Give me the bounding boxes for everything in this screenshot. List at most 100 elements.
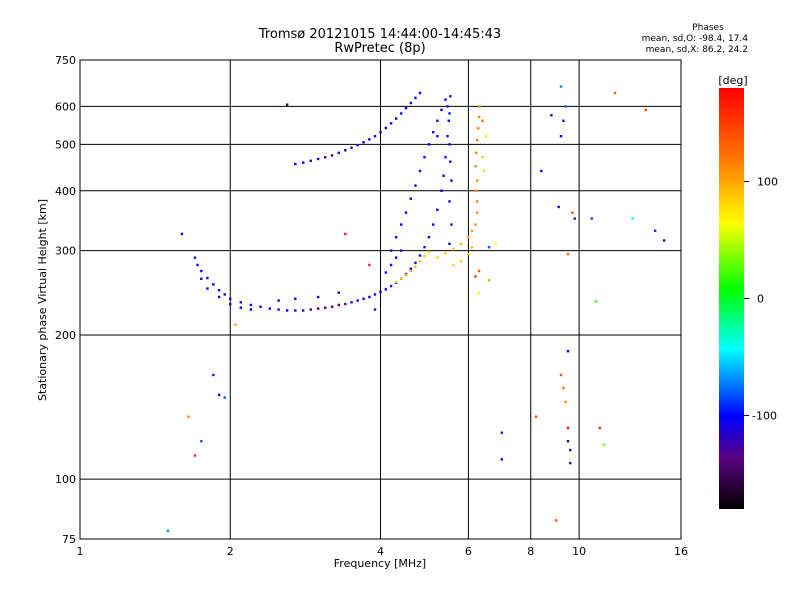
data-point-o bbox=[294, 297, 297, 300]
data-point-o bbox=[249, 303, 253, 307]
data-point-o bbox=[446, 105, 449, 108]
y-tick-label: 400 bbox=[55, 185, 76, 198]
data-point-x bbox=[427, 250, 431, 254]
data-point-x bbox=[470, 245, 474, 249]
data-point-o bbox=[206, 276, 209, 280]
data-point-x bbox=[452, 263, 455, 267]
data-point-x bbox=[166, 529, 170, 533]
data-point-x bbox=[414, 265, 417, 268]
data-point-o bbox=[217, 295, 221, 299]
data-point-o bbox=[337, 303, 341, 307]
data-point-o bbox=[448, 112, 451, 115]
data-point-x bbox=[631, 217, 634, 220]
data-point-x bbox=[476, 211, 479, 214]
data-point-o bbox=[212, 283, 215, 286]
data-point-o bbox=[448, 242, 451, 245]
data-point-o bbox=[394, 235, 398, 239]
data-point-x bbox=[193, 454, 197, 457]
data-point-x bbox=[474, 223, 477, 226]
data-point-o bbox=[440, 108, 443, 112]
data-point-x bbox=[487, 245, 491, 249]
data-point-x bbox=[474, 151, 478, 155]
data-point-x bbox=[602, 443, 605, 446]
colorbar bbox=[719, 88, 744, 509]
data-point-x bbox=[423, 255, 426, 258]
data-point-o bbox=[350, 301, 353, 304]
data-point-o bbox=[229, 297, 232, 300]
data-point-o bbox=[449, 160, 452, 163]
data-point-x bbox=[404, 273, 408, 277]
data-point-x bbox=[482, 169, 486, 173]
data-point-o bbox=[448, 143, 451, 146]
data-point-o bbox=[356, 299, 359, 302]
data-point-x bbox=[467, 252, 470, 256]
data-point-x bbox=[394, 280, 398, 284]
plot-frame bbox=[79, 59, 682, 540]
x-tick-label: 16 bbox=[674, 545, 688, 558]
data-point-x bbox=[474, 189, 477, 192]
data-point-o bbox=[389, 122, 393, 125]
y-tick-label: 500 bbox=[55, 138, 76, 151]
data-point-x bbox=[470, 229, 474, 232]
phase-stats-o: mean, sd,O: -98.4, 17.4 bbox=[641, 34, 748, 44]
data-point-x bbox=[476, 179, 479, 182]
data-point-x bbox=[459, 260, 463, 263]
y-tick-label: 75 bbox=[62, 533, 76, 546]
data-point-x bbox=[217, 393, 221, 397]
data-point-o bbox=[418, 254, 422, 257]
data-point-o bbox=[389, 249, 393, 252]
data-point-x bbox=[476, 200, 479, 203]
data-point-o bbox=[418, 91, 422, 95]
data-point-x bbox=[500, 431, 504, 434]
data-point-x bbox=[644, 108, 647, 112]
data-point-x bbox=[481, 119, 484, 122]
data-point-x bbox=[566, 426, 570, 430]
data-point-x bbox=[534, 415, 538, 418]
chart-subtitle: RwPretec (8p) bbox=[334, 41, 426, 56]
data-point-x bbox=[653, 229, 657, 232]
colorbar-tick-label: 0 bbox=[757, 293, 764, 306]
data-point-x bbox=[594, 300, 598, 303]
data-point-o bbox=[337, 151, 341, 155]
data-point-o bbox=[427, 235, 431, 239]
data-point-o bbox=[324, 306, 327, 309]
data-point-x bbox=[477, 127, 480, 130]
data-point-x bbox=[569, 448, 572, 452]
data-point-o bbox=[404, 106, 408, 110]
data-point-o bbox=[330, 154, 334, 157]
data-point-x bbox=[477, 115, 481, 119]
data-point-x bbox=[444, 252, 447, 255]
data-point-x bbox=[487, 279, 491, 282]
y-tick-label: 100 bbox=[55, 473, 76, 486]
data-point-x bbox=[559, 373, 563, 377]
data-point-o bbox=[277, 308, 280, 311]
data-point-x bbox=[212, 373, 215, 377]
data-point-o bbox=[249, 308, 253, 311]
colorbar-label: [deg] bbox=[718, 74, 747, 87]
data-point-x bbox=[409, 269, 412, 273]
data-point-x bbox=[562, 386, 565, 390]
data-point-o bbox=[399, 223, 403, 226]
data-point-o bbox=[379, 131, 382, 134]
data-point-x bbox=[550, 114, 553, 117]
data-point-o bbox=[431, 131, 435, 134]
data-point-o bbox=[368, 295, 371, 299]
data-point-x bbox=[566, 440, 570, 443]
data-point-o bbox=[399, 112, 403, 115]
data-point-o bbox=[344, 149, 347, 152]
data-point-o bbox=[316, 295, 320, 299]
data-point-o bbox=[423, 245, 426, 249]
data-point-o bbox=[379, 290, 382, 294]
data-point-x bbox=[477, 269, 481, 273]
data-point-o bbox=[350, 146, 353, 149]
data-point-x bbox=[500, 458, 504, 461]
data-point-o bbox=[436, 134, 439, 138]
x-tick-label: 8 bbox=[527, 545, 534, 558]
data-point-x bbox=[344, 232, 347, 236]
data-point-x bbox=[467, 235, 470, 239]
x-tick-label: 6 bbox=[465, 545, 472, 558]
data-point-o bbox=[389, 263, 393, 267]
data-point-o bbox=[436, 119, 439, 122]
data-point-o bbox=[344, 302, 347, 306]
